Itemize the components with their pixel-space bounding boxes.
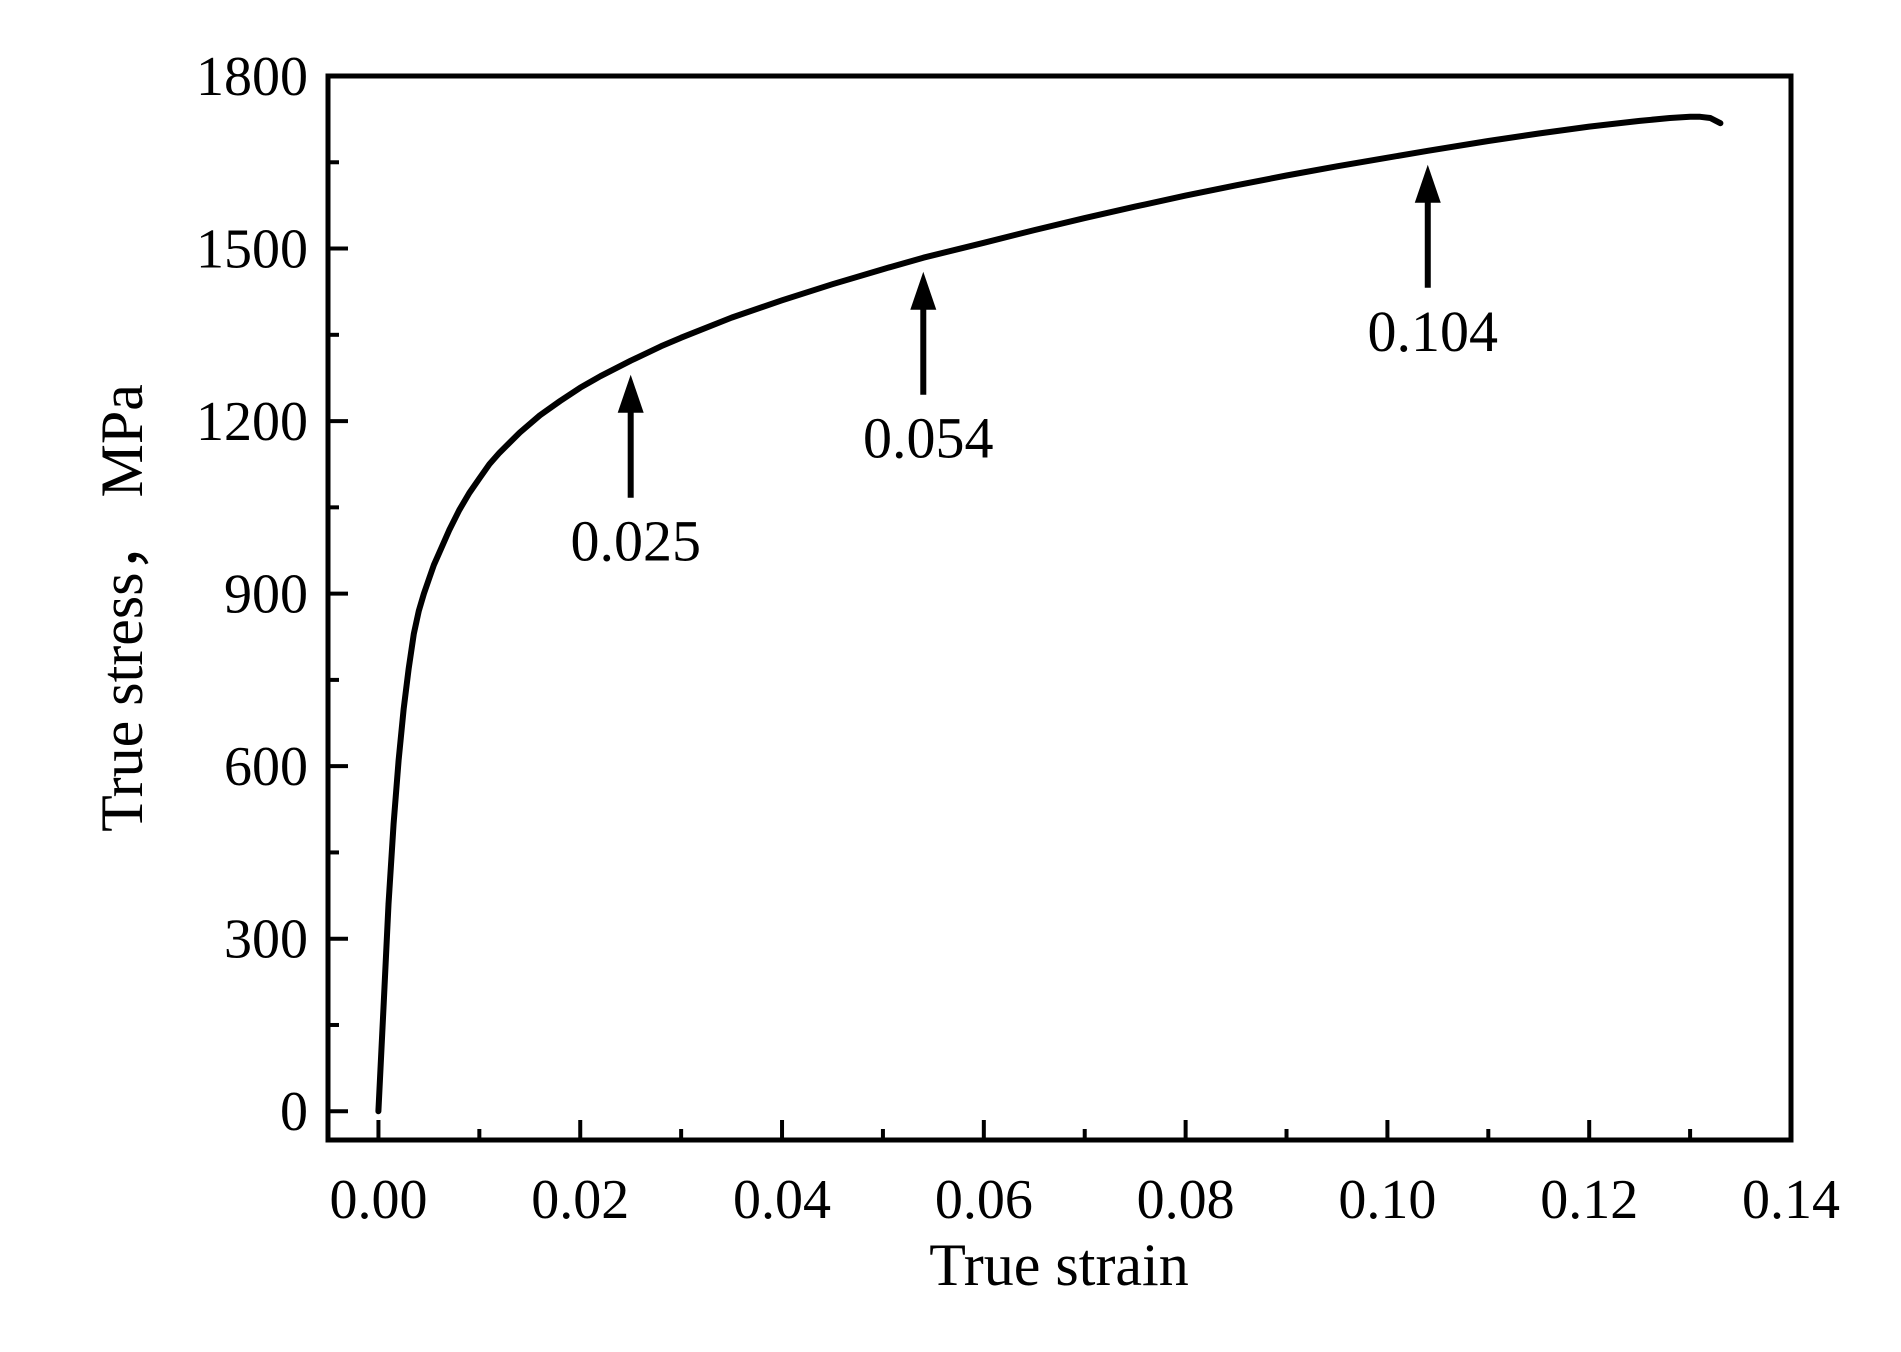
y-tick-label: 300 [224, 909, 308, 971]
x-tick-label: 0.08 [1137, 1169, 1235, 1231]
x-axis-title: True strain [929, 1232, 1188, 1298]
y-axis: 0 300 600 900 1200 1500 1800 [196, 46, 348, 1143]
y-tick-label: 900 [224, 564, 308, 626]
annotation-arrow-head [1414, 164, 1441, 203]
strain-annotations: 0.025 0.054 0.104 [570, 164, 1499, 574]
x-axis: 0.00 0.02 0.04 0.06 0.08 0.10 0.12 0.14 [329, 1120, 1840, 1231]
x-tick-label: 0.12 [1540, 1169, 1638, 1231]
plot-frame [325, 73, 1794, 1143]
annotation-arrow-head [910, 271, 937, 310]
y-tick-label: 1500 [196, 219, 308, 281]
x-tick-label: 0.00 [329, 1169, 427, 1231]
stress-strain-curve [375, 113, 1724, 1115]
annotation-label: 0.054 [863, 406, 994, 471]
annotation-label: 0.104 [1368, 299, 1499, 364]
y-tick-label: 1200 [196, 391, 308, 453]
x-tick-label: 0.10 [1338, 1169, 1436, 1231]
x-tick-label: 0.14 [1742, 1169, 1840, 1231]
y-tick-label: 1800 [196, 46, 308, 108]
x-tick-label: 0.02 [531, 1169, 629, 1231]
annotation-label: 0.025 [570, 509, 701, 574]
y-axis-title: True stress， MPa [89, 384, 155, 832]
y-tick-label: 0 [280, 1081, 308, 1143]
y-tick-label: 600 [224, 736, 308, 798]
x-tick-label: 0.06 [935, 1169, 1033, 1231]
x-tick-label: 0.04 [733, 1169, 831, 1231]
annotation-arrow-head [617, 374, 644, 413]
